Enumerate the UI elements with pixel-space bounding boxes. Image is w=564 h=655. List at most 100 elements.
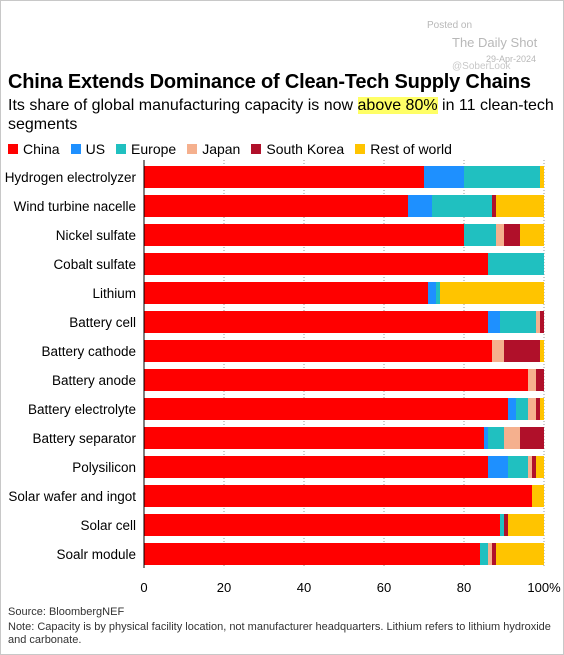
- bar-segment: [516, 398, 528, 420]
- x-tick-label: 60: [377, 580, 391, 595]
- chart-legend: China US Europe Japan South Korea Rest o…: [8, 141, 463, 157]
- bar-segment: [144, 253, 488, 275]
- bar-segment: [408, 195, 432, 217]
- category-label: Hydrogen electrolyzer: [5, 170, 137, 185]
- bar-segment: [528, 456, 532, 478]
- bar-segment: [508, 514, 544, 536]
- category-label: Polysilicon: [72, 460, 136, 475]
- bar-segment: [144, 398, 508, 420]
- bar-segment: [488, 543, 492, 565]
- bar-segment: [536, 369, 544, 391]
- bar-segment: [432, 195, 492, 217]
- legend-label-south-korea: South Korea: [266, 141, 345, 157]
- bar-segment: [424, 166, 464, 188]
- subtitle-text-end: in 11 clean-tech segments: [8, 97, 554, 133]
- subtitle-highlight: above 80%: [357, 97, 438, 114]
- chart-subtitle: Its share of global manufacturing capaci…: [8, 96, 558, 134]
- bar-segment: [144, 485, 532, 507]
- category-label: Wind turbine nacelle: [14, 199, 136, 214]
- legend-label-japan: Japan: [202, 141, 241, 157]
- category-label: Battery anode: [52, 373, 136, 388]
- bar-segment: [496, 195, 544, 217]
- bar-segment: [520, 224, 544, 246]
- bar-segment: [484, 427, 488, 449]
- category-label: Battery cell: [69, 315, 136, 330]
- bar-segment: [488, 427, 504, 449]
- category-label: Lithium: [92, 286, 136, 301]
- bar-segment: [504, 514, 508, 536]
- bar-segment: [528, 398, 536, 420]
- bar-segment: [144, 456, 488, 478]
- bar-segment: [496, 543, 544, 565]
- x-tick-label: 0: [140, 580, 147, 595]
- category-label: Solar cell: [80, 518, 136, 533]
- watermark-handle: @SoberLook: [452, 61, 511, 72]
- bar-segment: [504, 427, 520, 449]
- legend-label-rest-of-world: Rest of world: [370, 141, 452, 157]
- bar-segment: [488, 311, 500, 333]
- bar-segment: [536, 398, 540, 420]
- legend-label-europe: Europe: [131, 141, 177, 157]
- bar-segment: [488, 253, 544, 275]
- chart-title: China Extends Dominance of Clean-Tech Su…: [8, 71, 531, 93]
- bar-segment: [500, 514, 504, 536]
- legend-label-us: US: [85, 141, 106, 157]
- category-label: Soalr module: [56, 547, 136, 562]
- category-label: Nickel sulfate: [56, 228, 136, 243]
- x-tick-label: 80: [457, 580, 471, 595]
- bar-segment: [540, 311, 544, 333]
- legend-swatch-south-korea: [251, 144, 262, 154]
- category-label: Battery separator: [32, 431, 136, 446]
- bar-segment: [520, 427, 544, 449]
- footnote: Note: Capacity is by physical facility l…: [8, 621, 551, 646]
- bar-segment: [144, 514, 500, 536]
- legend-item-europe: Europe: [116, 141, 176, 157]
- legend-swatch-europe: [116, 144, 127, 154]
- legend-swatch-us: [70, 144, 81, 154]
- stacked-bar-chart: 0 20 40 60 80 100% Hydrogen electrolyzer Wind t…: [5, 160, 561, 595]
- bar-segment: [528, 369, 536, 391]
- bar-segment: [144, 282, 428, 304]
- bar-segment: [144, 166, 424, 188]
- bar-segment: [144, 195, 408, 217]
- bar-segment: [144, 543, 480, 565]
- subtitle-text-start: Its share of global manufacturing capaci…: [8, 97, 358, 114]
- legend-swatch-rest-of-world: [355, 144, 366, 154]
- legend-item-china: China: [8, 141, 60, 157]
- bar-segment: [436, 282, 440, 304]
- bar-segment: [532, 456, 536, 478]
- legend-label-china: China: [23, 141, 60, 157]
- legend-swatch-china: [8, 144, 18, 154]
- bar-segment: [464, 166, 540, 188]
- bar-segment: [144, 311, 488, 333]
- watermark-site: The Daily Shot: [452, 35, 538, 50]
- bar-segment: [536, 311, 540, 333]
- bar-segment: [144, 369, 528, 391]
- category-label: Cobalt sulfate: [53, 257, 136, 272]
- bar-segment: [144, 340, 492, 362]
- bar-segment: [492, 543, 496, 565]
- legend-item-us: US: [70, 141, 106, 157]
- bar-segment: [480, 543, 488, 565]
- bar-segment: [496, 224, 504, 246]
- bar-segment: [540, 166, 544, 188]
- bar-segment: [144, 224, 464, 246]
- watermark-date: 29-Apr-2024: [486, 54, 537, 64]
- x-tick-label: 40: [297, 580, 311, 595]
- legend-swatch-japan: [187, 144, 198, 154]
- bar-segment: [464, 224, 496, 246]
- legend-item-rest-of-world: Rest of world: [355, 141, 452, 157]
- watermark-posted: Posted on: [427, 20, 473, 31]
- bar-segment: [532, 485, 544, 507]
- source-note: Source: BloombergNEF: [8, 606, 125, 618]
- category-label: Battery electrolyte: [28, 402, 136, 417]
- bar-segment: [540, 398, 544, 420]
- category-label: Solar wafer and ingot: [8, 489, 136, 504]
- legend-item-south-korea: South Korea: [251, 141, 344, 157]
- bar-segment: [488, 456, 508, 478]
- bar-segment: [508, 456, 528, 478]
- legend-item-japan: Japan: [187, 141, 240, 157]
- category-label: Battery cathode: [41, 344, 136, 359]
- bar-segment: [504, 340, 540, 362]
- bar-segment: [144, 427, 484, 449]
